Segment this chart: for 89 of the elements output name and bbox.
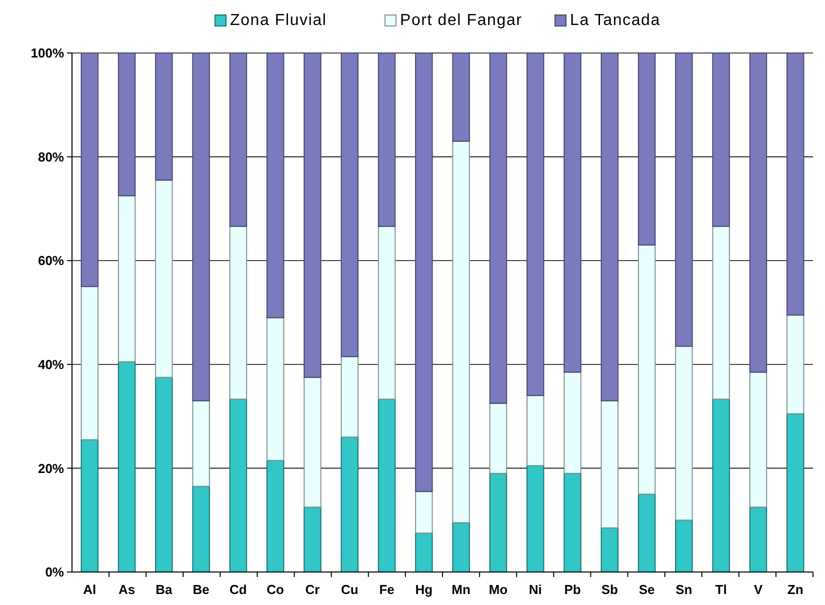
bar (378, 398, 396, 572)
bar (489, 52, 508, 404)
y-tick-label: 40% (38, 356, 64, 372)
y-tick-label: 80% (38, 149, 64, 164)
y-tick-label: 0% (45, 564, 64, 580)
x-tick-label: Ba (156, 582, 174, 597)
bar (526, 395, 544, 466)
bar (786, 413, 804, 572)
bar (155, 52, 173, 181)
legend-label: Port del Fangar (400, 12, 522, 29)
bar (266, 317, 284, 461)
bar (786, 314, 804, 414)
bar (118, 195, 136, 362)
bar (638, 494, 656, 572)
bar (80, 52, 98, 288)
bar (118, 361, 136, 572)
x-tick-label: Zn (787, 582, 804, 597)
bar (266, 460, 284, 572)
bar (675, 52, 693, 347)
bar (712, 226, 730, 400)
bar (675, 520, 693, 572)
x-tick-label: Pb (564, 582, 581, 597)
bar (80, 286, 98, 440)
bar (452, 522, 470, 572)
bar (712, 398, 730, 572)
bar (564, 52, 582, 373)
bar (564, 372, 582, 474)
x-tick-label: Cr (305, 582, 320, 597)
bar (712, 52, 730, 227)
bar (304, 52, 322, 378)
x-tick-label: Hg (415, 582, 433, 597)
x-tick-label: Mn (452, 582, 471, 597)
bar (452, 52, 470, 142)
bar (564, 472, 582, 572)
bar (340, 52, 358, 358)
y-tick-label: 20% (38, 460, 64, 476)
bar (192, 52, 210, 402)
bar (452, 140, 470, 524)
x-tick-label: As (118, 582, 136, 597)
legend-label: Zona Fluvial (230, 12, 327, 29)
x-tick-label: Tl (715, 582, 727, 597)
x-tick-label: Sn (676, 582, 692, 597)
x-tick-label: Se (638, 582, 655, 597)
bar (340, 356, 358, 438)
bar (749, 52, 768, 373)
bar (638, 244, 656, 495)
bar (489, 402, 508, 474)
bar (675, 346, 693, 521)
x-tick-label: Co (266, 582, 284, 597)
x-tick-label: Fe (379, 582, 394, 597)
bar (600, 52, 618, 402)
bar (749, 372, 768, 508)
bar (80, 439, 98, 572)
bar (415, 491, 433, 534)
bar (155, 376, 173, 572)
bar (378, 226, 396, 400)
x-tick-label: Cd (230, 582, 247, 597)
bar (600, 400, 618, 528)
x-tick-label: Be (192, 582, 210, 597)
legend-label: La Tancada (570, 12, 660, 29)
bar (229, 226, 248, 400)
bar (304, 376, 322, 508)
bar (526, 465, 544, 572)
y-tick-label: 100% (30, 46, 64, 61)
bar (266, 52, 284, 318)
bar (415, 532, 433, 572)
bar (489, 472, 508, 572)
x-tick-label: V (754, 582, 763, 597)
bar (118, 52, 136, 196)
bar (378, 52, 396, 227)
bar (304, 506, 322, 572)
x-tick-label: Sb (601, 582, 618, 597)
y-tick-label: 60% (38, 253, 64, 268)
x-tick-label: Ni (528, 582, 542, 597)
bar (638, 52, 656, 246)
x-tick-label: Mo (488, 582, 508, 597)
bar (229, 398, 248, 572)
bar (526, 52, 544, 396)
bar (415, 52, 433, 492)
x-tick-label: Al (83, 582, 96, 597)
bar (600, 527, 618, 572)
bar (155, 180, 173, 378)
bar (340, 436, 358, 572)
x-tick-label: Cu (340, 582, 358, 597)
bar (192, 400, 210, 487)
bar (192, 486, 210, 572)
bar (786, 52, 804, 316)
bar (229, 52, 248, 227)
bar (749, 506, 768, 572)
